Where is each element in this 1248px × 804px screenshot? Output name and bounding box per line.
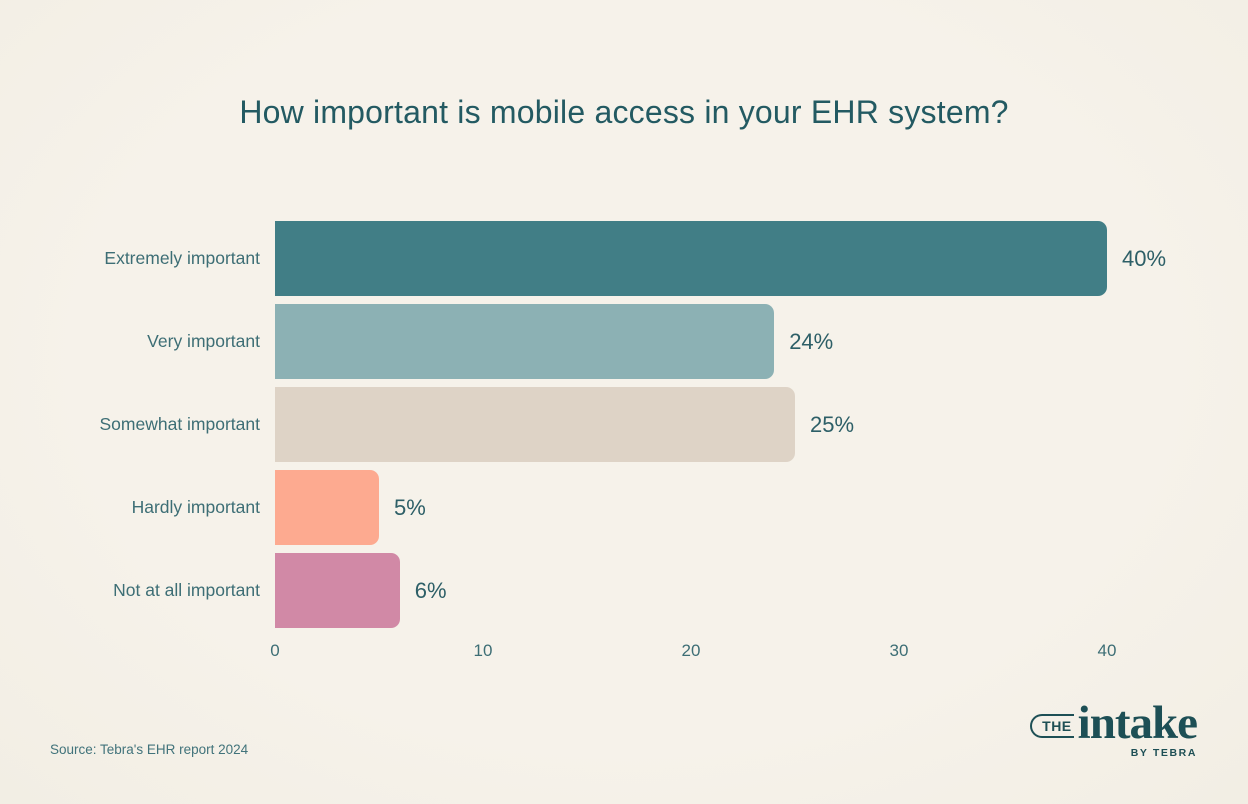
x-axis-tick: 20	[681, 641, 701, 660]
value-label: 24%	[789, 328, 834, 354]
logo-intake-text: intake	[1077, 697, 1198, 749]
bar-row-very-important: Very important 24%	[0, 304, 1248, 379]
bar-track: 40%	[275, 221, 1166, 296]
bar	[275, 221, 1107, 296]
category-label: Extremely important	[104, 248, 260, 268]
category-label: Hardly important	[131, 497, 260, 517]
source-note: Source: Tebra's EHR report 2024	[50, 742, 249, 757]
bar-row-extremely-important: Extremely important 40%	[0, 221, 1248, 296]
logo-the-badge: THE	[1030, 713, 1074, 739]
chart-title: How important is mobile access in your E…	[239, 94, 1009, 130]
logo-wordmark: THE intake	[1030, 697, 1198, 749]
logo-byline: BY TEBRA	[1130, 746, 1197, 759]
category-label: Very important	[147, 331, 260, 351]
category-label: Somewhat important	[99, 414, 261, 434]
bar	[275, 387, 795, 462]
the-intake-logo: THE intake BY TEBRA	[1030, 697, 1198, 759]
bar-row-hardly-important: Hardly important 5%	[0, 470, 1248, 545]
value-label: 5%	[394, 494, 426, 520]
bar	[275, 304, 775, 379]
bar-row-not-at-all-important: Not at all important 6%	[0, 553, 1248, 628]
bar-row-somewhat-important: Somewhat important 25%	[0, 387, 1248, 462]
x-axis-tick: 10	[473, 641, 493, 660]
bar-track: 5%	[275, 470, 1107, 545]
category-label: Not at all important	[113, 580, 260, 600]
bar	[275, 553, 400, 628]
x-axis: 0 10 20 30 40	[270, 641, 1116, 661]
value-label: 40%	[1122, 245, 1167, 271]
bar-track: 6%	[275, 553, 1107, 628]
x-axis-tick: 40	[1097, 641, 1117, 660]
value-label: 6%	[414, 577, 447, 603]
bar-track: 25%	[275, 387, 1107, 462]
bar-chart: Extremely important 40% Very important 2…	[0, 221, 1248, 636]
bar	[275, 470, 379, 545]
x-axis-tick: 30	[889, 641, 909, 660]
x-axis-tick: 0	[270, 641, 280, 660]
value-label: 25%	[810, 411, 855, 437]
bar-track: 24%	[275, 304, 1107, 379]
